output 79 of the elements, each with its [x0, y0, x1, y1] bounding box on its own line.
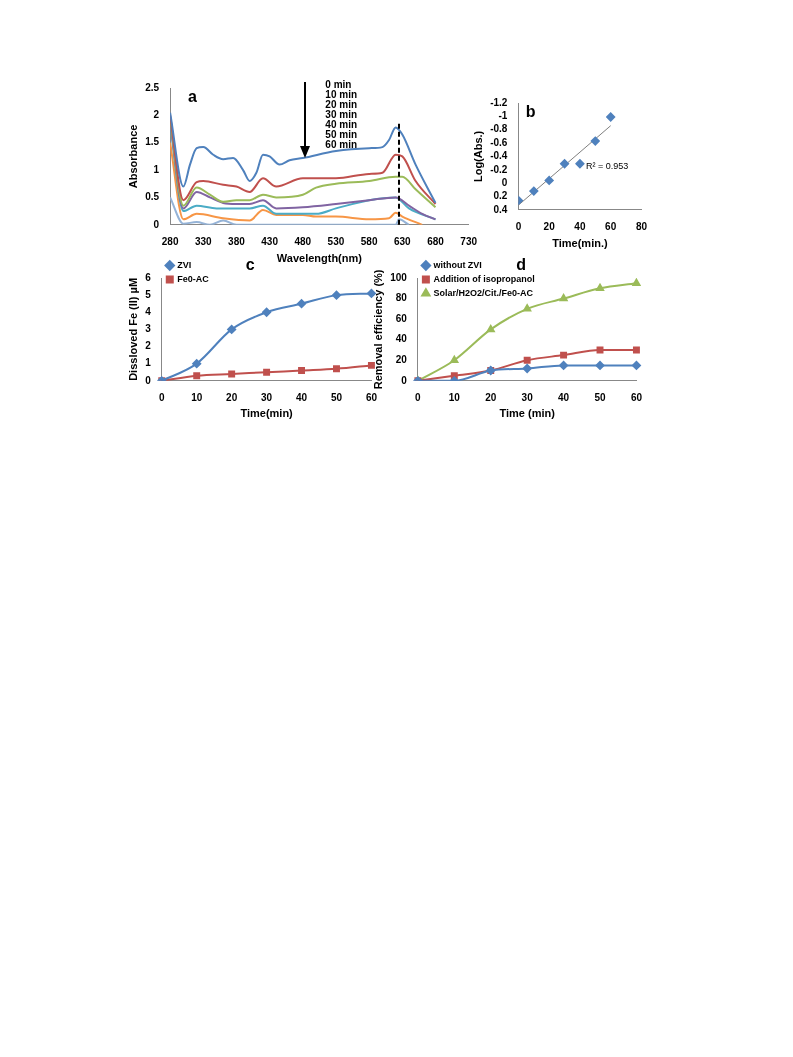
y-axis-title: Absorbance [126, 124, 139, 189]
legend-label: ZVI [177, 259, 192, 270]
x-tick-label: 430 [261, 235, 279, 247]
y-tick-label: 0 [501, 176, 508, 188]
y-tick-label: 80 [395, 292, 408, 304]
chart-title: b [525, 103, 536, 121]
y-tick-label: 4 [145, 306, 152, 318]
y-axis-title: Log(Abs.) [471, 130, 484, 183]
chart-title: d [516, 256, 527, 274]
x-axis-title: Time(min.) [552, 237, 608, 250]
y-tick-label: 100 [390, 271, 408, 283]
annotation: 30 min [325, 108, 358, 120]
x-tick-label: 530 [327, 235, 345, 247]
y-axis-title: Dissloved Fe (II) µM [126, 277, 139, 381]
x-tick-label: 0 [515, 220, 522, 232]
x-axis-title: Time (min) [499, 407, 556, 420]
y-tick-label: 1 [153, 163, 160, 175]
y-tick-label: 0.5 [145, 191, 160, 203]
x-tick-label: 380 [228, 235, 246, 247]
annotation: 10 min [325, 88, 358, 100]
legend-label: Fe0-AC [177, 273, 210, 284]
y-tick-label: 2 [153, 109, 160, 121]
x-tick-label: 20 [226, 391, 238, 403]
x-tick-label: 630 [393, 235, 412, 247]
x-tick-label: 580 [360, 235, 378, 247]
x-tick-label: 680 [427, 235, 445, 247]
y-tick-label: 1 [145, 357, 152, 369]
x-axis-title: Wavelength(nm) [276, 252, 363, 265]
y-tick-label: 6 [145, 271, 152, 283]
y-tick-label: 1.5 [145, 136, 160, 148]
x-tick-label: 280 [161, 235, 179, 247]
y-tick-label: -1.2 [490, 96, 508, 108]
annotation: 40 min [325, 118, 358, 130]
x-tick-label: 480 [294, 235, 312, 247]
y-tick-label: -0.2 [490, 163, 508, 175]
y-tick-label: 0.2 [493, 190, 508, 202]
y-tick-label: 0 [401, 374, 408, 386]
x-tick-label: 10 [191, 391, 203, 403]
legend-label: Addition of isopropanol [433, 273, 535, 284]
x-tick-label: 30 [521, 391, 534, 403]
x-axis-title: Time(min) [240, 407, 294, 420]
x-tick-label: 730 [460, 235, 478, 247]
x-tick-label: 40 [295, 391, 308, 403]
x-tick-label: 50 [330, 391, 343, 403]
y-tick-label: -0.4 [490, 150, 508, 162]
annotation: 60 min [325, 138, 358, 150]
x-tick-label: 20 [543, 220, 556, 232]
y-tick-label: 2.5 [145, 81, 160, 93]
annotation: R² = 0.953 [586, 160, 629, 171]
x-tick-label: 30 [261, 391, 273, 403]
y-axis-title: Removal efficiency (%) [371, 269, 384, 390]
annotation: 0 min [325, 78, 352, 90]
y-tick-label: 2 [145, 340, 152, 352]
x-tick-label: 60 [630, 391, 643, 403]
y-tick-label: 3 [145, 323, 152, 335]
y-tick-label: 60 [395, 312, 408, 324]
x-tick-label: 50 [594, 391, 607, 403]
x-tick-label: 60 [365, 391, 378, 403]
y-tick-label: 5 [145, 288, 152, 300]
legend-label: without ZVI [432, 259, 482, 270]
x-tick-label: 0 [415, 391, 422, 403]
y-tick-label: -1 [498, 110, 508, 122]
x-tick-label: 40 [574, 220, 586, 232]
legend-label: Solar/H2O2/Cit./Fe0-AC [433, 287, 534, 298]
chart-title: a [188, 88, 198, 106]
y-tick-label: 20 [395, 353, 408, 365]
x-tick-label: 60 [605, 220, 617, 232]
annotation: 50 min [325, 128, 358, 140]
x-tick-label: 10 [448, 391, 461, 403]
x-tick-label: 80 [635, 220, 648, 232]
annotation: 20 min [325, 98, 358, 110]
y-tick-label: 0 [145, 374, 152, 386]
x-tick-label: 330 [194, 235, 213, 247]
y-tick-label: -0.6 [490, 136, 508, 148]
y-tick-label: 0.4 [493, 203, 508, 215]
chart-title: c [245, 256, 255, 274]
y-tick-label: 40 [395, 333, 408, 345]
y-tick-label: -0.8 [490, 123, 508, 135]
x-tick-label: 40 [558, 391, 570, 403]
